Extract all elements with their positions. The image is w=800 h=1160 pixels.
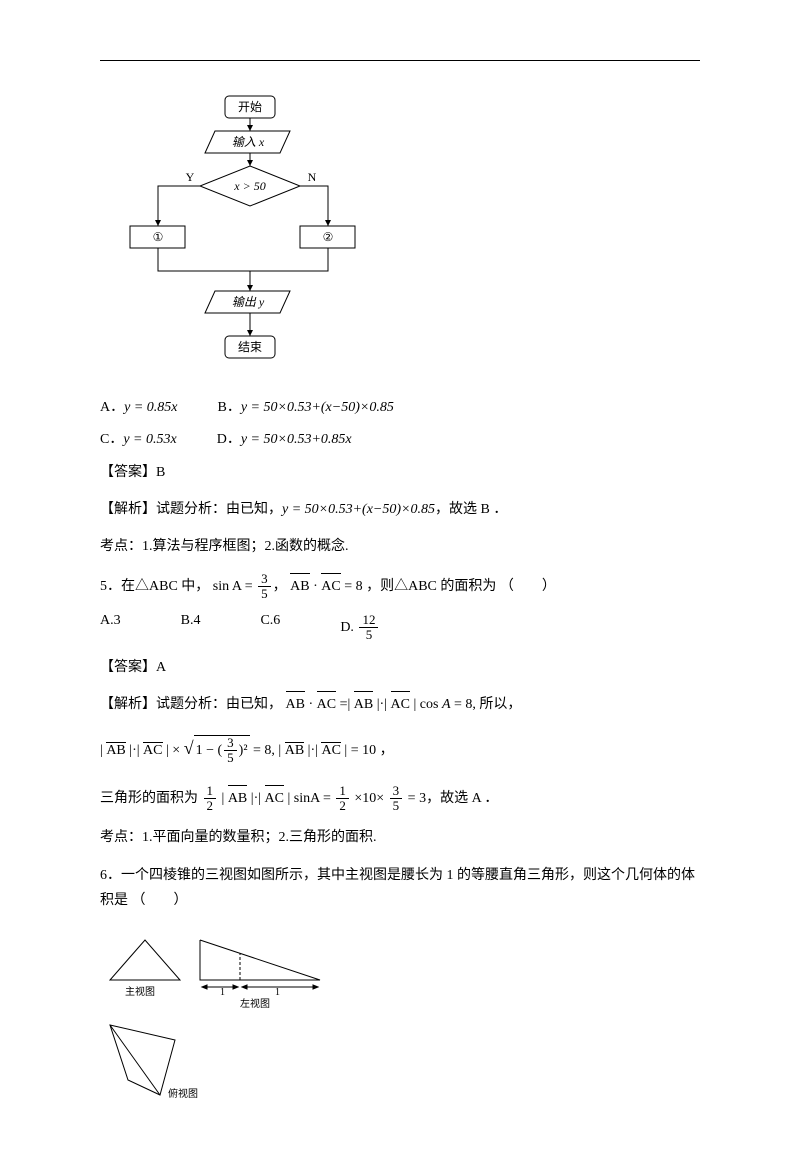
q4-exp-prefix: 试题分析：由已知， xyxy=(156,502,282,517)
q5-stem: 5．在△ABC 中， sin A = 35， AB · AC = 8 ，则△AB… xyxy=(100,572,700,602)
flowchart-svg: 开始 输入 x x > 50 Y N ① ② 输出 y 结束 xyxy=(120,91,380,371)
q4-exp-suffix: ，故选 B ． xyxy=(435,502,507,517)
q5-optD-label: D. xyxy=(340,620,354,635)
q5-optB: B.4 xyxy=(181,613,201,643)
q4-answer: 【答案】B xyxy=(100,460,700,485)
q5-half-num: 1 xyxy=(204,784,217,799)
q5-sqrt: 1 − (35)² xyxy=(194,735,250,766)
q5-exp-suffix1: 所以， xyxy=(479,697,521,712)
q4-options-row2: C．y = 0.53x D．y = 50×0.53+0.85x xyxy=(100,428,700,448)
fc-output: 输出 y xyxy=(232,295,265,309)
q6-dim2: 1 xyxy=(275,987,280,998)
q5-r1-num: 1 xyxy=(336,784,349,799)
fc-cond: x > 50 xyxy=(233,179,265,193)
vec-AC5: AC xyxy=(321,743,340,759)
q5-sqrt-den: 5 xyxy=(224,751,237,765)
q6-label-top: 俯视图 xyxy=(168,1087,198,1100)
q5-area-suffix: ，故选 A ． xyxy=(426,791,498,806)
q5-stem-prefix: 5．在△ABC 中， xyxy=(100,579,209,594)
q6-three-views: 主视图 左视图 1 1 俯视图 xyxy=(100,925,700,1110)
q5-exp-line3: 三角形的面积为 12 | AB |·| AC | sinA = 12 ×10× … xyxy=(100,784,700,814)
q4-optA-label: A． xyxy=(100,400,124,415)
q5-times: ×10× xyxy=(354,791,387,806)
q6-stem: 6．一个四棱锥的三视图如图所示，其中主视图是腰长为 1 的等腰直角三角形，则这个… xyxy=(100,863,700,913)
q5-options: A.3 B.4 C.6 D. 125 xyxy=(100,613,700,643)
q5-stem-suffix: ，则△ABC 的面积为 （ ） xyxy=(366,579,556,594)
fc-input: 输入 x xyxy=(232,135,265,149)
q5-half-den: 2 xyxy=(204,799,217,813)
vec-AB3: AB xyxy=(354,692,373,717)
vec-AB2: AB xyxy=(286,692,305,717)
q5-r1-den: 2 xyxy=(336,799,349,813)
q5-area-eq: = 3 xyxy=(408,791,426,806)
vec-AC4: AC xyxy=(143,743,162,759)
q4-ans: B xyxy=(156,465,165,480)
q5-optD: D. 125 xyxy=(340,613,380,643)
q5-area-prefix: 三角形的面积为 xyxy=(100,791,202,806)
q5-kd-label: 考点： xyxy=(100,830,142,845)
fc-start: 开始 xyxy=(238,100,262,114)
q4-optB-label: B． xyxy=(218,400,241,415)
q5-optC: C.6 xyxy=(260,613,280,643)
vec-AB: AB xyxy=(290,574,309,599)
q4-optD: y = 50×0.53+0.85x xyxy=(241,432,352,447)
q6-label-left: 左视图 xyxy=(240,997,270,1010)
q5-answer: 【答案】A xyxy=(100,655,700,680)
q4-ans-label: 【答案】 xyxy=(100,465,156,480)
q5-sinA-frac: 35 xyxy=(258,572,271,602)
q5-sqrt-pre: 1 − ( xyxy=(196,743,223,758)
q5-sqrt-post: )² xyxy=(239,743,248,758)
fc-box1: ① xyxy=(153,230,164,244)
q4-exp-formula: y = 50×0.53+(x−50)×0.85 xyxy=(282,502,435,517)
q4-optB: y = 50×0.53+(x−50)×0.85 xyxy=(241,400,394,415)
q5-optD-den: 5 xyxy=(359,628,378,642)
q4-optA: y = 0.85x xyxy=(124,400,177,415)
vec-AC2: AC xyxy=(317,692,336,717)
q5-sinA-num: 3 xyxy=(258,572,271,587)
q5-ans-label: 【答案】 xyxy=(100,660,156,675)
page-top-rule xyxy=(100,60,700,61)
q5-exp-line2: | AB |·| AC | × √1 − (35)² = 8, | AB |·|… xyxy=(100,735,700,766)
vec-AB5: AB xyxy=(285,743,304,759)
fc-no: N xyxy=(308,170,317,184)
q4-optC: y = 0.53x xyxy=(123,432,176,447)
q5-optA: A.3 xyxy=(100,613,121,643)
q5-exp-label: 【解析】 xyxy=(100,697,156,712)
q4-optC-label: C． xyxy=(100,432,123,447)
vec-AC6: AC xyxy=(265,786,284,811)
fc-end: 结束 xyxy=(238,340,262,354)
q5-r2-den: 5 xyxy=(390,799,403,813)
q4-explanation: 【解析】试题分析：由已知，y = 50×0.53+(x−50)×0.85，故选 … xyxy=(100,497,700,522)
q5-exp-prefix: 试题分析：由已知， xyxy=(156,697,282,712)
vec-AC3: AC xyxy=(391,692,410,717)
q6-label-main: 主视图 xyxy=(125,985,155,998)
q4-options-row1: A．y = 0.85x B．y = 50×0.53+(x−50)×0.85 xyxy=(100,396,700,416)
q4-exp-label: 【解析】 xyxy=(100,502,156,517)
q5-sinA-den: 5 xyxy=(258,587,271,601)
vec-AB6: AB xyxy=(228,786,247,811)
fc-box2: ② xyxy=(323,230,334,244)
q5-sqrt-num: 3 xyxy=(224,736,237,751)
vec-AB4: AB xyxy=(106,743,125,759)
q5-kaodian: 考点：1.平面向量的数量积；2.三角形的面积. xyxy=(100,825,700,850)
flowchart-q4: 开始 输入 x x > 50 Y N ① ② 输出 y 结束 xyxy=(120,91,700,376)
q6-dim1: 1 xyxy=(220,987,225,998)
q5-optD-num: 12 xyxy=(359,613,378,628)
q6-views-svg: 主视图 左视图 1 1 俯视图 xyxy=(100,925,400,1105)
vec-AC: AC xyxy=(321,574,340,599)
q5-r2-num: 3 xyxy=(390,784,403,799)
q5-ans: A xyxy=(156,660,166,675)
fc-yes: Y xyxy=(186,170,195,184)
q4-kaodian: 考点：1.算法与程序框图；2.函数的概念. xyxy=(100,534,700,559)
q5-kd: 1.平面向量的数量积；2.三角形的面积. xyxy=(142,830,377,845)
q5-sinA-label: sin A = xyxy=(213,579,253,594)
q4-optD-label: D． xyxy=(217,432,241,447)
q5-exp-line1: 【解析】试题分析：由已知， AB · AC =| AB |·| AC | cos… xyxy=(100,692,700,717)
q4-kd-label: 考点： xyxy=(100,539,142,554)
q4-kd: 1.算法与程序框图；2.函数的概念. xyxy=(142,539,349,554)
